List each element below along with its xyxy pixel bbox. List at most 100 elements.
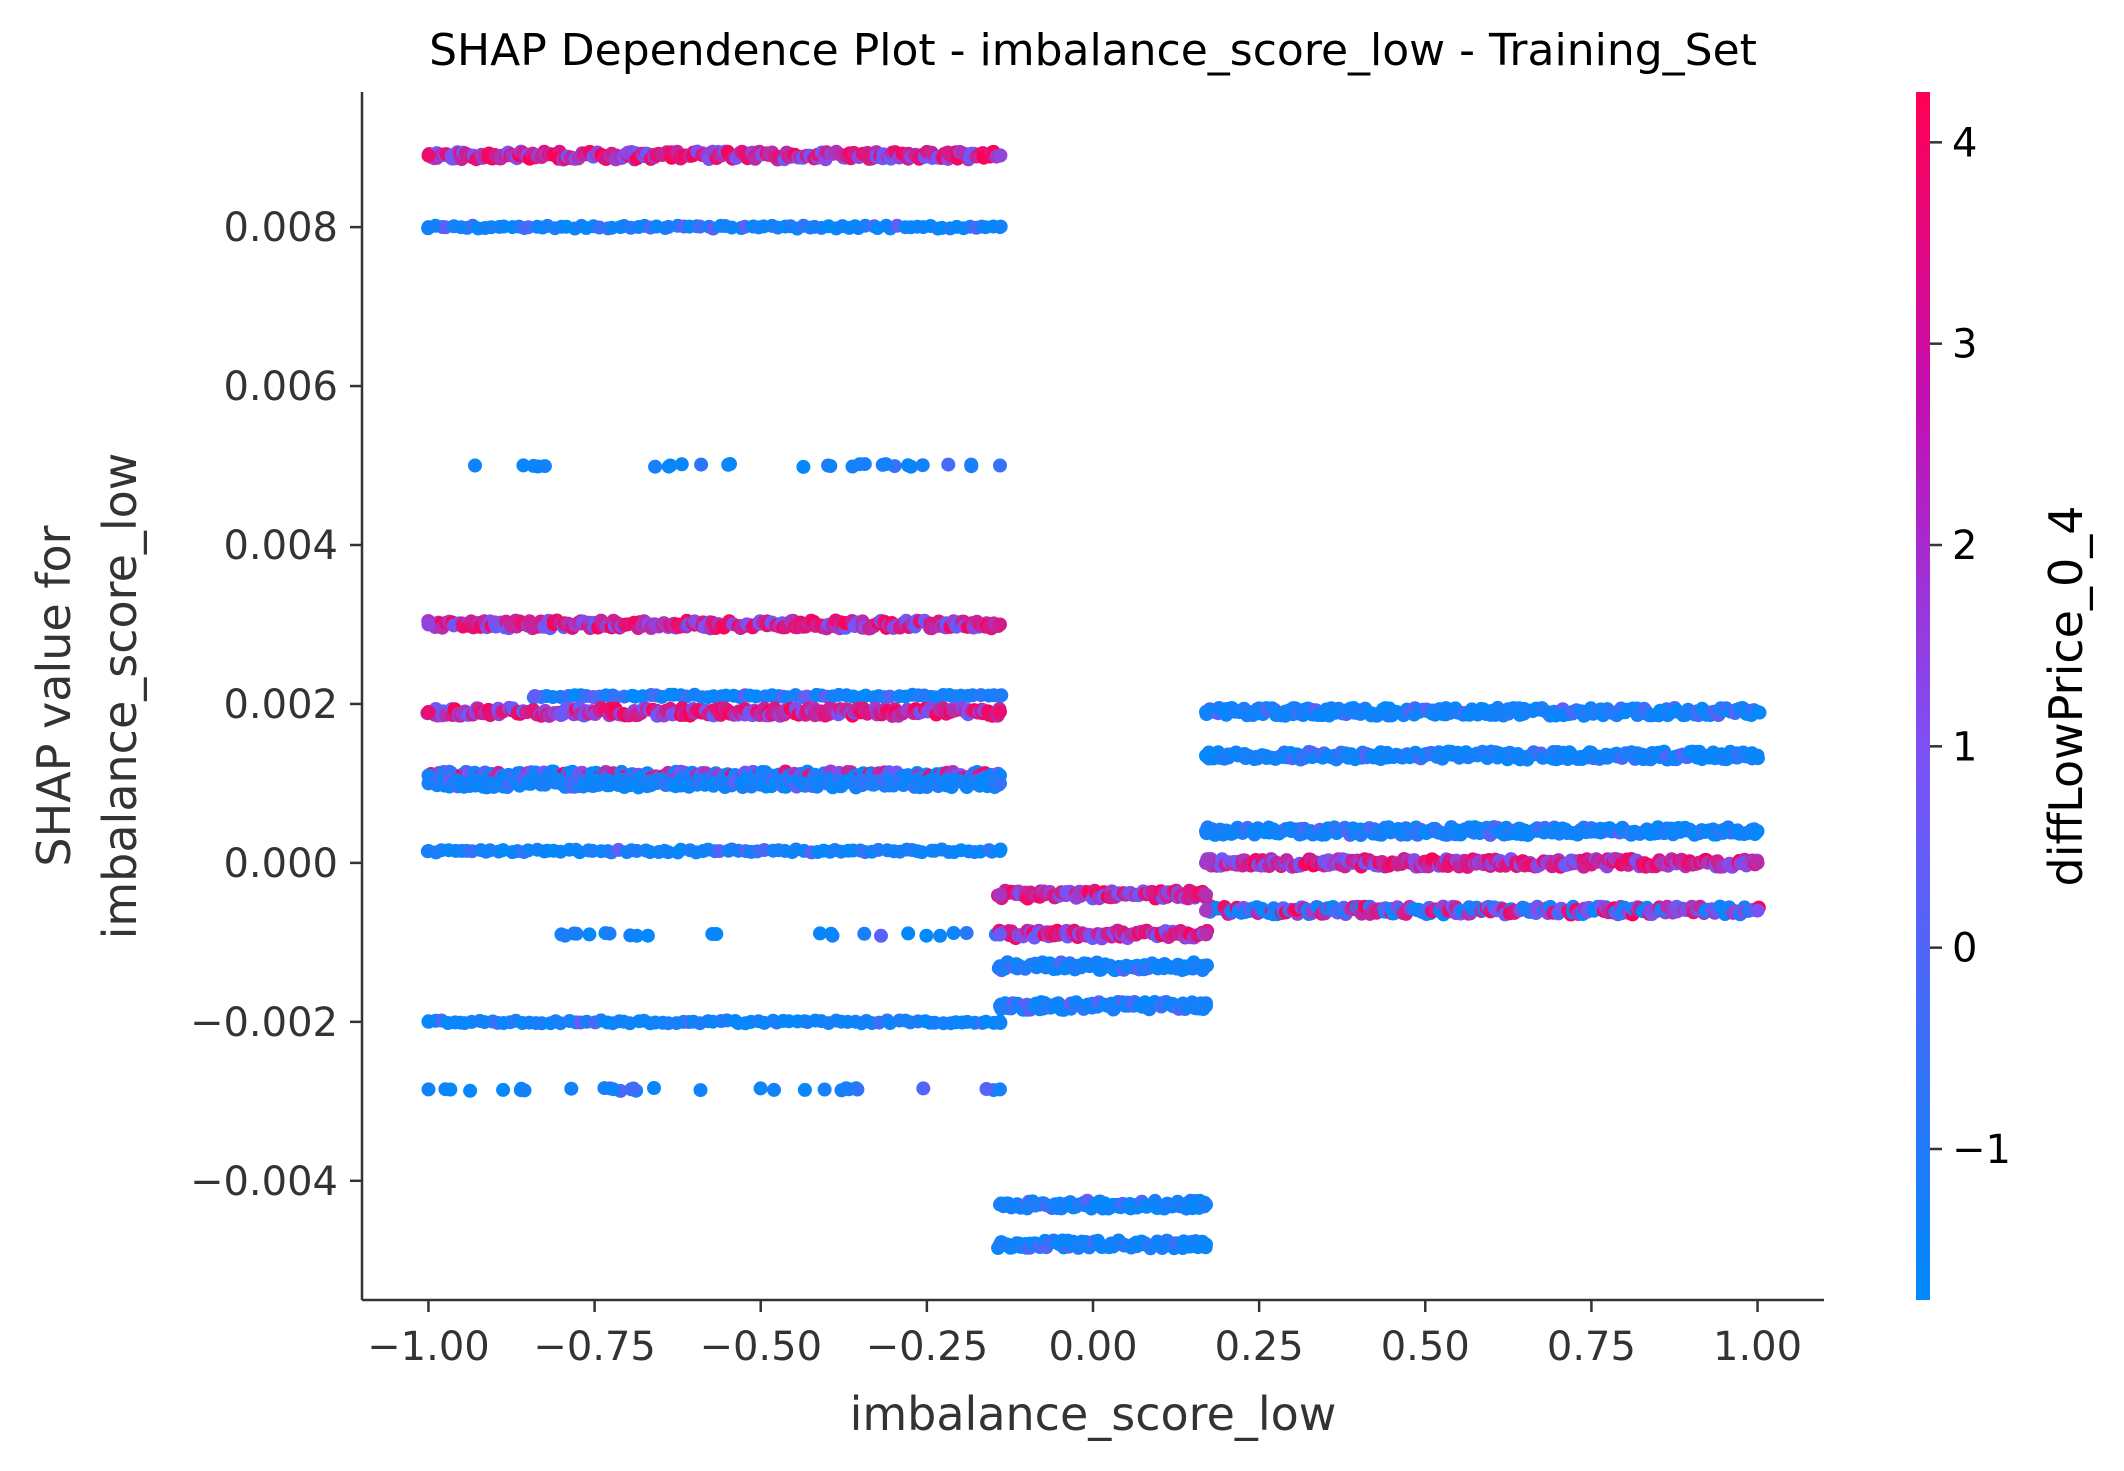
scatter-point <box>526 458 541 473</box>
scatter-point <box>1750 704 1765 719</box>
scatter-point <box>993 1014 1007 1029</box>
scatter-point <box>661 459 676 474</box>
y-tick-label: 0.002 <box>223 682 338 728</box>
x-tick-label: −1.00 <box>367 1324 490 1370</box>
scatter-point <box>979 1082 994 1096</box>
x-tick-label: 0.00 <box>1048 1324 1137 1370</box>
scatter-point <box>647 1081 661 1095</box>
y-tick-label: −0.002 <box>190 1000 338 1046</box>
x-tick-label: 0.75 <box>1547 1324 1636 1370</box>
scatter-point <box>993 1237 1007 1252</box>
colorbar-ticks: −1 0 1 2 3 4 <box>1930 120 2011 1173</box>
scatter-point <box>874 928 888 943</box>
scatter-point <box>1199 927 1213 942</box>
colorbar-tick-label: 2 <box>1952 523 1977 569</box>
scatter-point <box>496 1082 511 1097</box>
scatter-point <box>1199 887 1213 902</box>
colorbar <box>1916 92 1930 1300</box>
scatter-point <box>554 927 569 942</box>
scatter-point <box>1750 903 1765 918</box>
scatter-point <box>817 1082 832 1097</box>
x-tick-label: −0.25 <box>866 1324 989 1370</box>
scatter-point <box>993 148 1007 163</box>
scatter-point <box>993 617 1007 632</box>
y-tick-label: 0.004 <box>223 523 338 569</box>
colorbar-label: diffLowPrice_0_4 <box>2039 505 2093 886</box>
scatter-point <box>824 926 839 941</box>
scatter-point <box>517 1083 532 1098</box>
scatter-point <box>813 926 827 941</box>
scatter-point <box>993 1197 1007 1212</box>
scatter-point <box>1199 704 1213 719</box>
x-tick-label: −0.50 <box>699 1324 822 1370</box>
scatter-point <box>1199 824 1213 839</box>
scatter-point <box>640 928 655 943</box>
scatter-point <box>1199 903 1213 918</box>
scatter-point <box>468 458 482 473</box>
colorbar-tick-label: 4 <box>1952 120 1977 166</box>
scatter-point <box>564 1081 579 1096</box>
scatter-point <box>705 927 720 941</box>
scatter-point <box>421 776 436 791</box>
scatter-point <box>693 1083 708 1098</box>
scatter-point <box>1750 824 1765 839</box>
scatter-point <box>767 1082 781 1097</box>
scatter-point <box>421 704 436 719</box>
scatter-point <box>919 928 934 943</box>
scatter-point <box>1199 1197 1213 1212</box>
scatter-point <box>1199 959 1213 974</box>
scatter-point <box>993 220 1007 235</box>
scatter-point <box>993 1082 1007 1097</box>
y-axis-label-line2: imbalance_score_low <box>93 453 147 940</box>
scatter-point <box>1199 748 1213 763</box>
scatter-point <box>1199 855 1213 870</box>
x-axis-label: imbalance_score_low <box>850 1387 1337 1441</box>
y-axis-label-line1: SHAP value for <box>27 525 81 866</box>
y-tick-label: 0.006 <box>223 364 338 410</box>
scatter-point <box>648 459 663 474</box>
scatter-point <box>993 458 1007 473</box>
scatter-point <box>1750 855 1765 870</box>
scatter-point <box>941 457 956 472</box>
scatter-point <box>993 927 1007 942</box>
scatter-point <box>527 689 542 703</box>
scatter-point <box>623 928 638 943</box>
scatter-point <box>797 1082 812 1097</box>
y-tick-label: 0.000 <box>223 841 338 887</box>
scatter-points <box>420 144 1767 1256</box>
scatter-point <box>857 926 872 941</box>
scatter-point <box>421 844 436 858</box>
scatter-point <box>993 998 1007 1013</box>
scatter-point <box>993 704 1007 719</box>
scatter-point <box>463 1083 478 1098</box>
scatter-point <box>606 1082 621 1097</box>
scatter-point <box>602 926 617 941</box>
scatter-point <box>421 1014 436 1029</box>
scatter-point <box>946 926 961 940</box>
x-axis-ticks: −1.00 −0.75 −0.50 −0.25 0.00 0.25 0.50 0.75 1.00 <box>367 1300 1802 1370</box>
colorbar-tick-label: 1 <box>1952 724 1977 770</box>
scatter-point <box>1199 1237 1213 1252</box>
scatter-point <box>839 1081 854 1096</box>
scatter-point <box>626 1081 641 1096</box>
scatter-point <box>421 220 436 235</box>
x-tick-label: 0.50 <box>1381 1324 1470 1370</box>
scatter-point <box>901 458 915 473</box>
y-tick-label: −0.004 <box>190 1159 338 1205</box>
scatter-point <box>850 1082 865 1097</box>
scatter-point <box>933 928 948 943</box>
colorbar-tick-label: 3 <box>1952 322 1977 368</box>
scatter-point <box>674 457 689 472</box>
scatter-point <box>993 776 1007 791</box>
scatter-point <box>857 457 872 472</box>
scatter-point <box>421 148 436 163</box>
scatter-point <box>796 459 811 474</box>
scatter-point <box>993 689 1007 703</box>
scatter-point <box>993 844 1007 858</box>
scatter-point <box>443 1082 458 1097</box>
scatter-point <box>694 457 709 472</box>
scatter-point <box>582 927 597 942</box>
colorbar-tick-label: −1 <box>1952 1127 2011 1173</box>
scatter-point <box>845 459 860 474</box>
